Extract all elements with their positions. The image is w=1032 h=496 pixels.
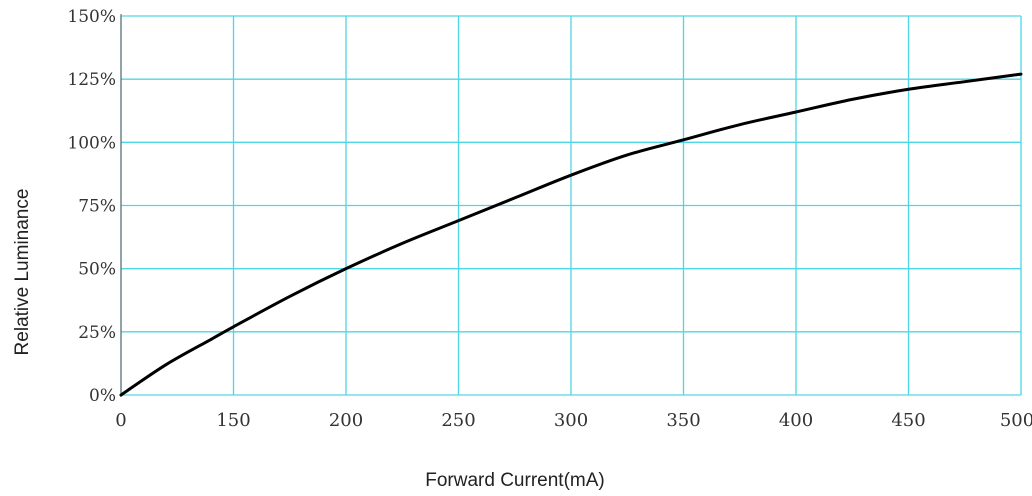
x-tick-label-6: 400 — [779, 410, 813, 431]
y-axis-label: Relative Luminance — [12, 189, 33, 356]
x-tick-label-0: 0 — [115, 410, 126, 431]
x-tick-label-3: 250 — [441, 410, 475, 431]
x-tick-label-5: 350 — [666, 410, 700, 431]
series-layer — [119, 72, 1023, 397]
y-tick-label-2: 50% — [78, 260, 116, 280]
x-axis-label: Forward Current(mA) — [425, 470, 604, 491]
y-tick-label-1: 25% — [78, 323, 116, 343]
x-tick-label-8: 500 — [1000, 410, 1032, 431]
y-tick-label-4: 100% — [67, 133, 116, 153]
y-tick-label-3: 75% — [78, 197, 116, 217]
grid — [120, 14, 1022, 397]
series-line-0 — [119, 72, 1023, 397]
x-tick-label-2: 200 — [329, 410, 363, 431]
x-tick-label-1: 150 — [216, 410, 250, 431]
x-tick-labels: 0 150 200 250 300 350 400 450 500 — [115, 410, 1032, 431]
y-tick-label-0: 0% — [89, 386, 116, 406]
x-tick-label-7: 450 — [891, 410, 925, 431]
x-tick-label-4: 300 — [554, 410, 588, 431]
y-tick-label-5: 125% — [67, 70, 116, 90]
y-tick-labels: 0% 25% 50% 75% 100% 125% 150% — [67, 7, 116, 406]
y-tick-label-6: 150% — [67, 7, 116, 27]
